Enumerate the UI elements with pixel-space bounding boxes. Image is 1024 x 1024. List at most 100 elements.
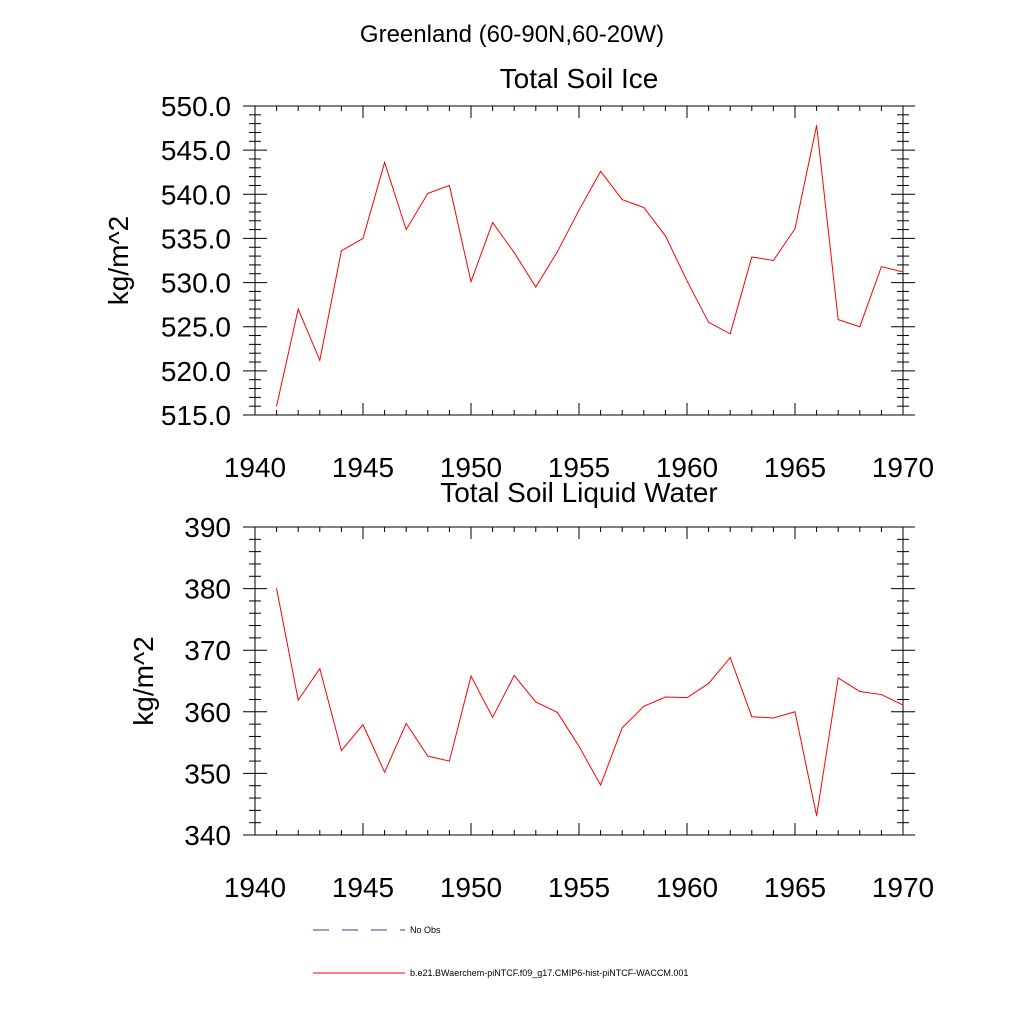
ice-xtick-label: 1940 xyxy=(224,452,286,483)
ice-xtick-label: 1960 xyxy=(656,452,718,483)
ice-data-point xyxy=(578,209,580,211)
ice-data-point xyxy=(319,359,321,361)
ice-data-point xyxy=(751,256,753,258)
liquid-data-point xyxy=(772,717,774,719)
ice-data-point xyxy=(276,405,278,407)
ice-data-point xyxy=(362,237,364,239)
ice-data-point xyxy=(772,260,774,261)
liquid-ytick-label: 370 xyxy=(184,635,231,666)
ice-data-point xyxy=(556,251,558,253)
liquid-data-point xyxy=(880,694,882,696)
ice-data-point xyxy=(837,319,839,321)
ice-data-point xyxy=(492,222,494,224)
liquid-data-point xyxy=(751,716,753,718)
ice-data-point xyxy=(427,192,429,194)
liquid-ytick-label: 350 xyxy=(184,758,231,789)
liquid-xtick-label: 1965 xyxy=(764,872,826,903)
liquid-data-point xyxy=(578,745,580,747)
liquid-data-point xyxy=(686,697,688,699)
ice-ytick-label: 530.0 xyxy=(161,268,231,299)
liquid-data-point xyxy=(384,771,386,773)
liquid-xtick-label: 1970 xyxy=(872,872,934,903)
ice-ytick-label: 535.0 xyxy=(161,223,231,254)
ice-data-point xyxy=(816,124,818,126)
liquid-data-point xyxy=(276,588,278,590)
ice-ytick-label: 525.0 xyxy=(161,312,231,343)
liquid-xtick-label: 1945 xyxy=(332,872,394,903)
liquid-data-point xyxy=(340,750,342,752)
ice-data-point xyxy=(643,207,645,209)
legend-obs-label: No Obs xyxy=(410,925,441,935)
liquid-data-point xyxy=(319,668,321,670)
ice-data-point xyxy=(405,229,407,231)
ice-xtick-label: 1970 xyxy=(872,452,934,483)
liquid-ytick-label: 360 xyxy=(184,697,231,728)
liquid-title: Total Soil Liquid Water xyxy=(440,477,718,508)
liquid-data-point xyxy=(816,815,818,817)
liquid-xtick-label: 1940 xyxy=(224,872,286,903)
liquid-data-point xyxy=(535,701,537,703)
ice-data-point xyxy=(794,228,796,230)
liquid-ytick-label: 340 xyxy=(184,820,231,851)
ice-data-point xyxy=(535,286,537,288)
ice-ytick-label: 515.0 xyxy=(161,400,231,431)
liquid-data-point xyxy=(297,699,299,701)
liquid-data-point xyxy=(470,675,472,677)
liquid-data-point xyxy=(643,705,645,707)
ice-ylabel: kg/m^2 xyxy=(103,216,134,305)
liquid-data-point xyxy=(837,677,839,679)
soil-ice-panel: Total Soil Ice kg/m^2 1940 1945 1950 1955 1960… xyxy=(103,63,934,483)
ice-data-point xyxy=(513,252,515,254)
liquid-data-point xyxy=(729,657,731,659)
liquid-data-point xyxy=(427,755,429,757)
ice-data-point xyxy=(340,250,342,252)
liquid-data-point xyxy=(794,711,796,713)
liquid-series-line xyxy=(276,588,904,817)
liquid-xtick-label: 1955 xyxy=(548,872,610,903)
liquid-data-point xyxy=(664,696,666,698)
ice-ytick-label: 550.0 xyxy=(161,91,231,122)
ice-ytick-label: 520.0 xyxy=(161,356,231,387)
liquid-xtick-label: 1960 xyxy=(656,872,718,903)
liquid-plot-frame xyxy=(254,526,904,836)
ice-ytick-label: 545.0 xyxy=(161,135,231,166)
liquid-ytick-label: 380 xyxy=(184,574,231,605)
ice-xtick-label: 1950 xyxy=(440,452,502,483)
ice-data-point xyxy=(708,321,710,323)
ice-plot-frame xyxy=(254,105,904,416)
ice-data-point xyxy=(686,280,688,282)
liquid-ylabel: kg/m^2 xyxy=(128,636,159,725)
liquid-xtick-label: 1950 xyxy=(440,872,502,903)
liquid-data-point xyxy=(708,682,710,684)
legend: No Obs b.e21.BWaerchem-piNTCF.f09_g17.CM… xyxy=(313,925,688,978)
liquid-data-point xyxy=(556,711,558,713)
ice-data-point xyxy=(880,266,882,268)
ice-title: Total Soil Ice xyxy=(500,63,659,94)
ice-data-point xyxy=(621,199,623,201)
ice-data-point xyxy=(859,326,861,328)
ice-xtick-label: 1955 xyxy=(548,452,610,483)
soil-liquid-water-panel: Total Soil Liquid Water kg/m^2 1940 1945 195… xyxy=(128,477,934,903)
liquid-data-point xyxy=(600,784,602,786)
liquid-data-point xyxy=(513,674,515,676)
legend-model-label: b.e21.BWaerchem-piNTCF.f09_g17.CMIP6-his… xyxy=(410,968,688,978)
ice-data-point xyxy=(448,184,450,186)
liquid-data-point xyxy=(405,723,407,725)
liquid-data-point xyxy=(448,760,450,762)
ice-data-point xyxy=(600,170,602,172)
ice-data-point xyxy=(297,308,299,310)
ice-xtick-label: 1945 xyxy=(332,452,394,483)
ice-ytick-label: 540.0 xyxy=(161,179,231,210)
ice-series-line xyxy=(276,125,904,407)
ice-data-point xyxy=(664,235,666,237)
ice-data-point xyxy=(902,271,904,273)
ice-data-point xyxy=(729,333,731,335)
liquid-data-point xyxy=(902,704,904,706)
liquid-data-point xyxy=(859,690,861,692)
ice-data-point xyxy=(384,162,386,164)
ice-data-point xyxy=(470,281,472,283)
ice-xtick-label: 1965 xyxy=(764,452,826,483)
liquid-data-point xyxy=(621,727,623,729)
liquid-data-point xyxy=(362,724,364,726)
